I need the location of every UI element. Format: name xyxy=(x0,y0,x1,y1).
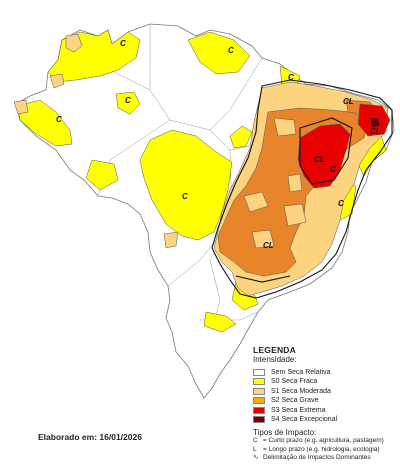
impact-symbol: L xyxy=(253,445,257,453)
impact-item: L = Longo prazo (e.g. hidrologia, ecologi… xyxy=(253,445,398,456)
label-goias-cl: CL xyxy=(263,241,274,250)
legend-label: S4 Seca Excepcional xyxy=(271,416,338,423)
impact-symbol: C xyxy=(253,437,258,444)
impact-item: C = Curto prazo (e.g. agricultura, pastag… xyxy=(253,437,398,447)
label-amapa: C xyxy=(288,73,294,82)
impact-text: Delimitação de Impactos Dominantes xyxy=(263,454,371,461)
label-amazon-west: C xyxy=(56,115,62,124)
label-sertao-cl: CL xyxy=(314,155,325,164)
s1-west xyxy=(49,73,65,89)
s1-north xyxy=(65,33,83,53)
legend-swatch xyxy=(253,378,265,385)
impact-item: ∿ Delimitação de Impactos Dominantes xyxy=(253,454,398,464)
label-bahia-cl: CL xyxy=(370,127,381,136)
legend: LEGENDA Intensidade: Sem Seca Relativa S0… xyxy=(253,346,398,464)
s0-coast-pa xyxy=(229,125,253,149)
legend-swatch xyxy=(253,387,265,395)
legend-swatch xyxy=(253,368,265,376)
label-northwest: C xyxy=(228,46,234,55)
legend-title: LEGENDA xyxy=(253,345,296,355)
legend-item: S3 Seca Extrema xyxy=(253,406,398,415)
impact-symbol: ∿ xyxy=(253,454,259,461)
legend-items: Sem Seca Relativa S0 Seca Fraca S1 Seca Mo… xyxy=(253,368,398,425)
label-coast-c: C xyxy=(330,165,336,174)
s0-roraima xyxy=(187,31,251,75)
label-north-center: C xyxy=(125,96,131,105)
impact-title: Tipos de Impacto: xyxy=(253,428,317,437)
s0-rs xyxy=(203,311,237,333)
legend-item: S2 Seca Grave xyxy=(253,396,398,405)
legend-item: S4 Seca Excepcional xyxy=(253,415,398,424)
s1-inner xyxy=(243,117,307,249)
elaboration-date: Elaborado em: 16/01/2026 xyxy=(38,432,142,442)
label-ne-cl: CL xyxy=(343,97,354,106)
s0-west xyxy=(17,99,73,147)
impact-text: = Curto prazo (e.g. agricultura, pastage… xyxy=(263,437,384,444)
legend-label: S1 Seca Moderada xyxy=(271,387,331,395)
legend-label: S2 Seca Grave xyxy=(271,397,319,404)
legend-label: S0 Seca Fraca xyxy=(271,378,318,385)
label-bahia-coast-c: C xyxy=(338,199,344,208)
legend-label: S3 Seca Extrema xyxy=(271,406,326,414)
legend-subtitle: Intensidade: xyxy=(253,354,297,364)
s1-westcoast xyxy=(13,99,29,115)
impact-items: C = Curto prazo (e.g. agricultura, pastag… xyxy=(253,437,398,464)
legend-swatch xyxy=(253,406,265,414)
legend-item: S0 Seca Fraca xyxy=(253,377,398,386)
legend-swatch xyxy=(253,397,265,404)
label-center-west: C xyxy=(182,192,188,201)
legend-item: S1 Seca Moderada xyxy=(253,387,398,396)
s0-small xyxy=(115,91,141,115)
impact-lines xyxy=(211,79,393,299)
legend-swatch xyxy=(253,416,265,423)
legend-label: Sem Seca Relativa xyxy=(271,368,331,376)
legend-item: Sem Seca Relativa xyxy=(253,368,398,377)
impact-text: = Longo prazo (e.g. hidrologia, ecologia… xyxy=(263,445,380,453)
s1-ms xyxy=(163,231,179,249)
s0-acre xyxy=(85,159,119,191)
s0-center xyxy=(139,129,233,241)
label-north: C xyxy=(120,39,126,48)
s4-areas xyxy=(369,117,381,129)
